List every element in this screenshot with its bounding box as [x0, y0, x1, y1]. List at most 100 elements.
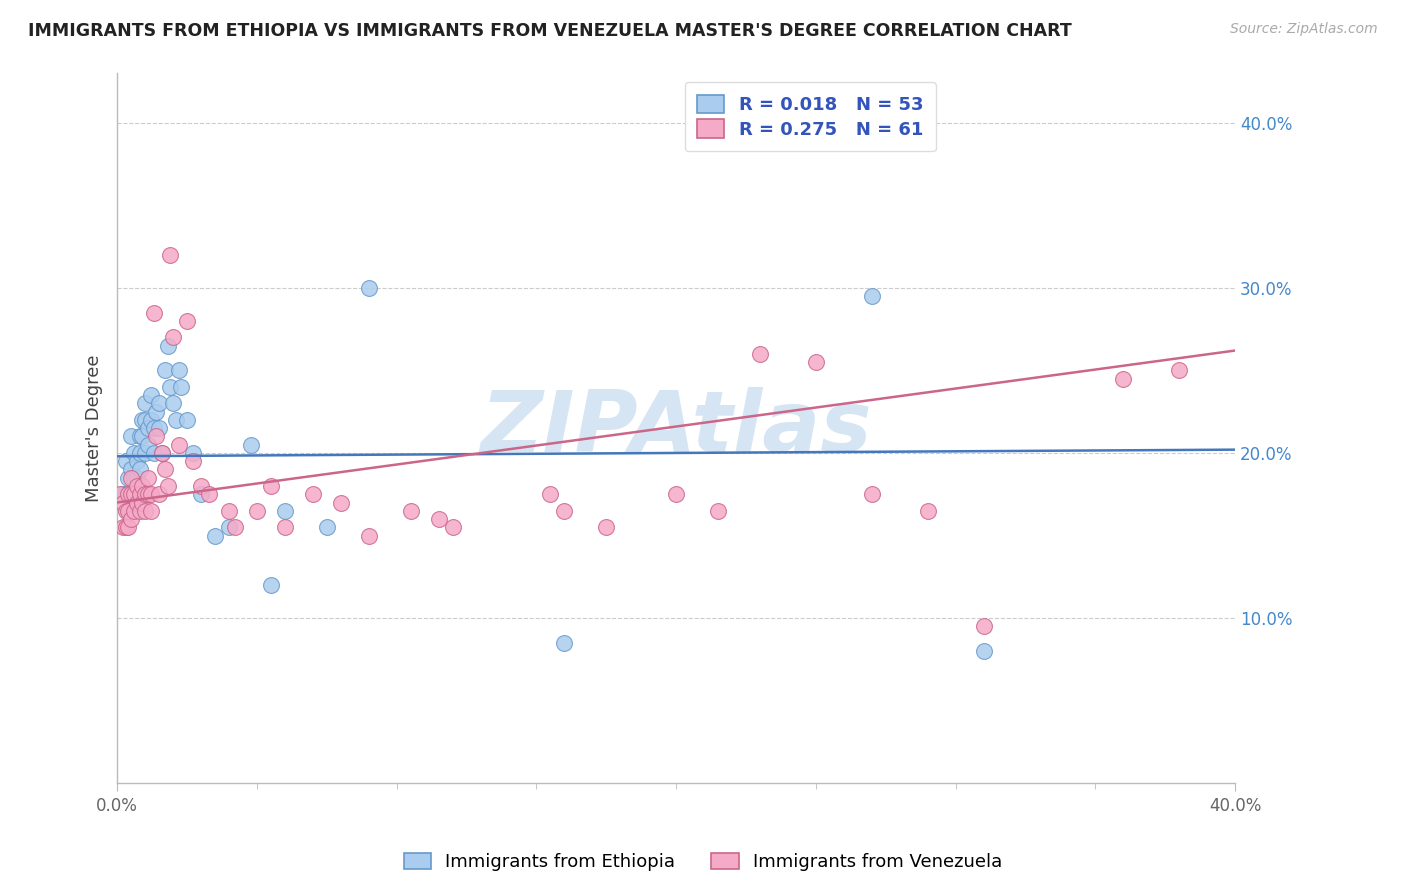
Point: [145, 404, 167, 418]
Point: [120, 487, 142, 501]
Point: [538, 487, 561, 501]
Point: [148, 487, 170, 501]
Point: [145, 429, 167, 443]
Y-axis label: Master's Degree: Master's Degree: [86, 354, 103, 502]
Point: [148, 396, 170, 410]
Legend: Immigrants from Ethiopia, Immigrants from Venezuela: Immigrants from Ethiopia, Immigrants fro…: [396, 846, 1010, 879]
Point: [167, 363, 190, 377]
Point: [139, 504, 162, 518]
Point: [122, 504, 145, 518]
Point: [134, 487, 156, 501]
Point: [125, 495, 148, 509]
Point: [125, 454, 148, 468]
Point: [131, 429, 153, 443]
Point: [329, 495, 352, 509]
Point: [150, 446, 173, 460]
Point: [120, 462, 142, 476]
Point: [156, 479, 179, 493]
Point: [204, 528, 226, 542]
Text: Source: ZipAtlas.com: Source: ZipAtlas.com: [1230, 22, 1378, 37]
Point: [246, 504, 269, 518]
Point: [260, 578, 283, 592]
Point: [150, 446, 173, 460]
Point: [122, 446, 145, 460]
Point: [120, 487, 142, 501]
Point: [167, 438, 190, 452]
Text: ZIPAtlas: ZIPAtlas: [481, 386, 872, 470]
Point: [117, 520, 139, 534]
Point: [860, 289, 883, 303]
Point: [162, 330, 184, 344]
Point: [159, 248, 181, 262]
Point: [176, 413, 198, 427]
Point: [1168, 363, 1191, 377]
Point: [190, 479, 212, 493]
Point: [302, 487, 325, 501]
Point: [399, 504, 422, 518]
Point: [136, 471, 159, 485]
Point: [122, 487, 145, 501]
Point: [218, 504, 240, 518]
Text: IMMIGRANTS FROM ETHIOPIA VS IMMIGRANTS FROM VENEZUELA MASTER'S DEGREE CORRELATIO: IMMIGRANTS FROM ETHIOPIA VS IMMIGRANTS F…: [28, 22, 1071, 40]
Point: [749, 347, 772, 361]
Point: [120, 512, 142, 526]
Point: [142, 446, 165, 460]
Point: [125, 471, 148, 485]
Point: [165, 413, 187, 427]
Point: [128, 487, 150, 501]
Point: [125, 487, 148, 501]
Point: [553, 636, 575, 650]
Point: [274, 504, 297, 518]
Point: [117, 504, 139, 518]
Point: [111, 487, 134, 501]
Point: [357, 281, 380, 295]
Point: [190, 487, 212, 501]
Point: [108, 487, 131, 501]
Point: [111, 495, 134, 509]
Point: [973, 619, 995, 633]
Point: [128, 462, 150, 476]
Point: [973, 644, 995, 658]
Point: [134, 396, 156, 410]
Point: [117, 487, 139, 501]
Point: [176, 314, 198, 328]
Point: [198, 487, 221, 501]
Point: [117, 504, 139, 518]
Point: [804, 355, 827, 369]
Point: [134, 504, 156, 518]
Point: [136, 438, 159, 452]
Point: [139, 413, 162, 427]
Point: [114, 504, 136, 518]
Point: [122, 487, 145, 501]
Point: [274, 520, 297, 534]
Point: [128, 429, 150, 443]
Point: [120, 471, 142, 485]
Point: [134, 446, 156, 460]
Point: [181, 446, 204, 460]
Point: [131, 495, 153, 509]
Point: [553, 504, 575, 518]
Point: [120, 429, 142, 443]
Point: [917, 504, 939, 518]
Point: [707, 504, 730, 518]
Point: [665, 487, 688, 501]
Point: [148, 421, 170, 435]
Point: [315, 520, 337, 534]
Point: [224, 520, 246, 534]
Point: [260, 479, 283, 493]
Point: [218, 520, 240, 534]
Legend: R = 0.018   N = 53, R = 0.275   N = 61: R = 0.018 N = 53, R = 0.275 N = 61: [685, 82, 936, 152]
Point: [181, 454, 204, 468]
Point: [595, 520, 617, 534]
Point: [131, 413, 153, 427]
Point: [136, 421, 159, 435]
Point: [114, 520, 136, 534]
Point: [134, 413, 156, 427]
Point: [357, 528, 380, 542]
Point: [142, 421, 165, 435]
Point: [162, 396, 184, 410]
Point: [114, 487, 136, 501]
Point: [139, 388, 162, 402]
Point: [128, 504, 150, 518]
Point: [111, 520, 134, 534]
